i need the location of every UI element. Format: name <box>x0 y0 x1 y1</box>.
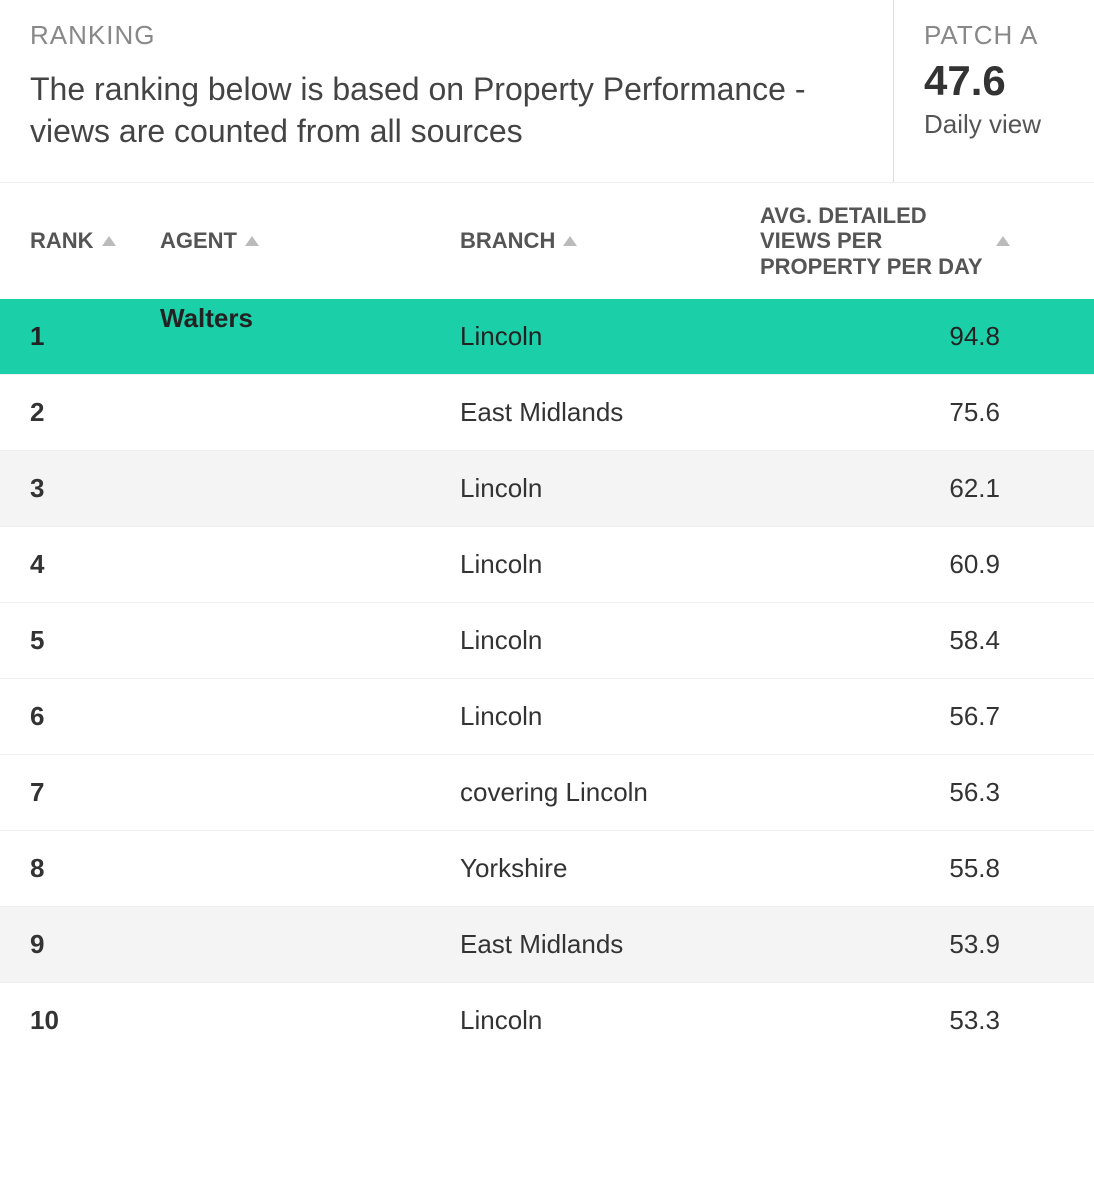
cell-views: 94.8 <box>760 321 1010 352</box>
cell-rank: 10 <box>30 1005 160 1036</box>
cell-rank: 9 <box>30 929 160 960</box>
patch-value: 47.6 <box>924 57 1094 105</box>
cell-agent: Walters <box>160 303 460 334</box>
sort-asc-icon <box>245 236 259 246</box>
column-header-label: BRANCH <box>460 228 555 254</box>
column-header-views[interactable]: AVG. DETAILED VIEWS PER PROPERTY PER DAY <box>760 203 1010 279</box>
table-row[interactable]: 1WaltersLincoln94.8 <box>0 299 1094 374</box>
cell-views: 53.9 <box>760 929 1010 960</box>
ranking-label: RANKING <box>30 20 863 51</box>
ranking-description: The ranking below is based on Property P… <box>30 69 863 152</box>
cell-rank: 7 <box>30 777 160 808</box>
patch-section: PATCH A 47.6 Daily view <box>894 0 1094 182</box>
cell-rank: 2 <box>30 397 160 428</box>
patch-sublabel: Daily view <box>924 109 1094 140</box>
cell-views: 62.1 <box>760 473 1010 504</box>
cell-views: 75.6 <box>760 397 1010 428</box>
ranking-table: RANK AGENT BRANCH AVG. DETAILED VIEWS PE… <box>0 183 1094 1058</box>
column-header-label: AVG. DETAILED VIEWS PER PROPERTY PER DAY <box>760 203 988 279</box>
table-row[interactable]: 6 Lincoln56.7 <box>0 678 1094 754</box>
sort-asc-icon <box>996 236 1010 246</box>
table-row[interactable]: 7 covering Lincoln56.3 <box>0 754 1094 830</box>
table-row[interactable]: 5 Lincoln58.4 <box>0 602 1094 678</box>
cell-rank: 3 <box>30 473 160 504</box>
patch-label: PATCH A <box>924 20 1094 51</box>
cell-branch: Yorkshire <box>460 853 760 884</box>
cell-views: 60.9 <box>760 549 1010 580</box>
cell-rank: 5 <box>30 625 160 656</box>
column-header-rank[interactable]: RANK <box>30 228 160 254</box>
table-header-row: RANK AGENT BRANCH AVG. DETAILED VIEWS PE… <box>0 183 1094 299</box>
ranking-section: RANKING The ranking below is based on Pr… <box>0 0 894 182</box>
table-row[interactable]: 4 Lincoln60.9 <box>0 526 1094 602</box>
cell-rank: 6 <box>30 701 160 732</box>
column-header-branch[interactable]: BRANCH <box>460 228 760 254</box>
cell-branch: Lincoln <box>460 473 760 504</box>
header: RANKING The ranking below is based on Pr… <box>0 0 1094 183</box>
cell-branch: Lincoln <box>460 701 760 732</box>
cell-rank: 4 <box>30 549 160 580</box>
table-body: 1WaltersLincoln94.82East Midlands75.63Li… <box>0 299 1094 1058</box>
cell-branch: covering Lincoln <box>460 777 760 808</box>
cell-branch: East Midlands <box>460 929 760 960</box>
sort-asc-icon <box>563 236 577 246</box>
cell-views: 58.4 <box>760 625 1010 656</box>
cell-views: 53.3 <box>760 1005 1010 1036</box>
table-row[interactable]: 3 Lincoln62.1 <box>0 450 1094 526</box>
table-row[interactable]: 9 East Midlands53.9 <box>0 906 1094 982</box>
cell-branch: Lincoln <box>460 625 760 656</box>
table-row[interactable]: 10 Lincoln53.3 <box>0 982 1094 1058</box>
cell-rank: 8 <box>30 853 160 884</box>
table-row[interactable]: 2 East Midlands75.6 <box>0 374 1094 450</box>
sort-asc-icon <box>102 236 116 246</box>
cell-views: 56.3 <box>760 777 1010 808</box>
cell-branch: Lincoln <box>460 549 760 580</box>
cell-branch: East Midlands <box>460 397 760 428</box>
column-header-agent[interactable]: AGENT <box>160 228 460 254</box>
column-header-label: RANK <box>30 228 94 254</box>
cell-views: 56.7 <box>760 701 1010 732</box>
cell-views: 55.8 <box>760 853 1010 884</box>
table-row[interactable]: 8 Yorkshire55.8 <box>0 830 1094 906</box>
cell-rank: 1 <box>30 321 160 352</box>
cell-branch: Lincoln <box>460 321 760 352</box>
cell-branch: Lincoln <box>460 1005 760 1036</box>
column-header-label: AGENT <box>160 228 237 254</box>
